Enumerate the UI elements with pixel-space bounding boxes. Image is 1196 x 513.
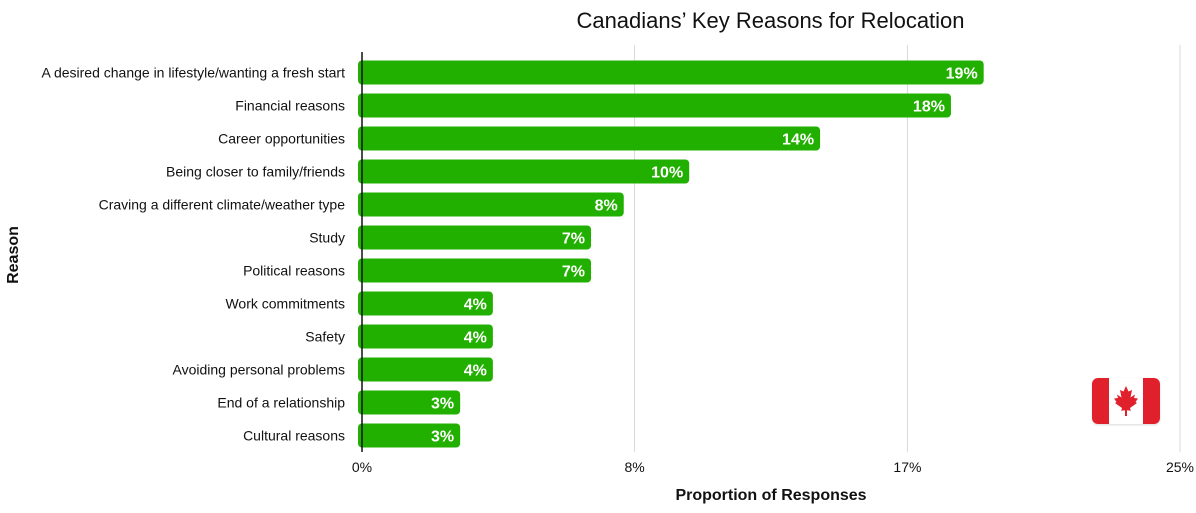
category-label: Being closer to family/friends: [166, 164, 345, 180]
bar-value-label: 4%: [464, 297, 487, 314]
bar-value-label: 7%: [562, 231, 585, 248]
y-axis-title: Reason: [5, 226, 22, 284]
bars: 19%18% 14% 10% 8% 7% 7% 4% 4% 4% 3% 3%: [358, 60, 984, 448]
bar: [358, 258, 592, 283]
bar: [358, 93, 951, 118]
bar-value-label: 14%: [782, 132, 814, 149]
category-label: Political reasons: [243, 263, 345, 279]
category-label: Study: [309, 230, 345, 246]
bar-value-label: 18%: [913, 99, 945, 116]
category-label: Safety: [305, 329, 345, 345]
category-label: Financial reasons: [235, 98, 345, 114]
bar: [358, 60, 984, 85]
category-label: A desired change in lifestyle/wanting a …: [41, 65, 345, 81]
bar-value-label: 8%: [595, 198, 618, 215]
bar: [358, 324, 493, 349]
x-tick-labels: 0% 8% 17% 25%: [352, 459, 1194, 475]
bar: [358, 192, 624, 217]
bar: [358, 225, 592, 250]
bar-value-label: 4%: [464, 330, 487, 347]
x-tick-label: 8%: [624, 459, 644, 475]
x-tick-label: 0%: [352, 459, 372, 475]
bar: [358, 423, 461, 448]
category-labels: A desired change in lifestyle/wanting a …: [41, 65, 345, 444]
category-label: Cultural reasons: [243, 428, 345, 444]
bar-value-label: 4%: [464, 363, 487, 380]
bar-value-label: 10%: [651, 165, 683, 182]
x-axis-title: Proportion of Responses: [675, 487, 866, 504]
category-label: Avoiding personal problems: [172, 362, 345, 378]
category-label: End of a relationship: [217, 395, 345, 411]
bar-value-label: 3%: [431, 396, 454, 413]
bar: [358, 390, 461, 415]
category-label: Craving a different climate/weather type: [99, 197, 346, 213]
bar: [358, 159, 690, 184]
x-tick-label: 25%: [1166, 459, 1194, 475]
bar-value-label: 19%: [946, 66, 978, 83]
bar: [358, 291, 493, 316]
x-tick-label: 17%: [893, 459, 921, 475]
bar: [358, 357, 493, 382]
chart-title: Canadians’ Key Reasons for Relocation: [576, 8, 965, 33]
bar-value-label: 3%: [431, 429, 454, 446]
canada-flag-icon: [1092, 378, 1160, 424]
category-label: Career opportunities: [218, 131, 345, 147]
category-label: Work commitments: [225, 296, 345, 312]
bar-value-label: 7%: [562, 264, 585, 281]
bar: [358, 126, 821, 151]
